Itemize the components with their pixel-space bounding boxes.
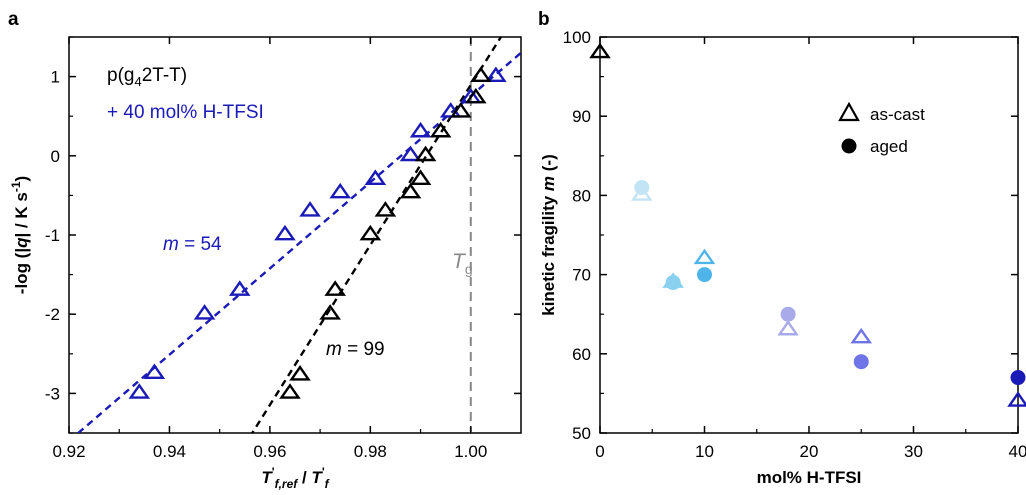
x-tick-label-b: 0 xyxy=(595,442,604,461)
additive-label: + 40 mol% H-TFSI xyxy=(107,102,264,123)
fit-line xyxy=(250,37,501,437)
data-point-aged xyxy=(1011,370,1026,385)
x-tick-label-b: 10 xyxy=(695,442,714,461)
x-tick-label-a: 1.00 xyxy=(454,442,487,461)
data-point-triangle xyxy=(131,385,148,397)
y-tick-label-b: 50 xyxy=(572,424,591,443)
x-tick-label-a: 0.92 xyxy=(52,442,85,461)
x-tick-label-b: 40 xyxy=(1009,442,1026,461)
legend: as-cast aged xyxy=(840,104,925,156)
y-tick-label-a: -2 xyxy=(45,305,60,324)
data-point-as-cast xyxy=(696,251,713,263)
y-axis-ticks-b: 50 60 70 80 90 100 xyxy=(563,28,1018,443)
fragility-label-black: m = 99 xyxy=(326,339,385,360)
data-point-triangle xyxy=(412,124,429,136)
data-point-triangle xyxy=(196,306,213,318)
x-axis-title-a: T'f,ref / T'f xyxy=(261,465,329,490)
x-tick-label-b: 30 xyxy=(904,442,923,461)
panel-a: a 0.92 0.94 0.96 0.98 1.00 -3 -2 -1 0 1 p(g42T-T… xyxy=(8,9,521,490)
data-point-triangle xyxy=(146,366,163,378)
data-point-triangle xyxy=(362,227,379,239)
data-point-aged xyxy=(781,307,796,322)
data-point-aged xyxy=(854,354,869,369)
x-tick-label-a: 0.98 xyxy=(354,442,387,461)
data-point-triangle xyxy=(302,203,319,215)
y-tick-label-a: 1 xyxy=(51,68,60,87)
x-tick-label-b: 20 xyxy=(800,442,819,461)
panel-label-b: b xyxy=(538,9,550,30)
data-point-as-cast xyxy=(853,330,870,342)
y-axis-ticks-a: -3 -2 -1 0 1 xyxy=(45,37,521,433)
x-tick-label-a: 0.94 xyxy=(153,442,186,461)
x-axis-title-b: mol% H-TFSI xyxy=(757,468,862,487)
y-tick-label-b: 80 xyxy=(572,186,591,205)
data-point-as-cast xyxy=(780,322,797,334)
data-point-triangle xyxy=(322,306,339,318)
data-point-triangle xyxy=(292,367,309,379)
x-axis-ticks-a: 0.92 0.94 0.96 0.98 1.00 xyxy=(52,37,487,461)
data-point-triangle xyxy=(332,185,349,197)
y-tick-label-b: 100 xyxy=(563,28,591,47)
y-axis-title-a: -log (|q| / K s-1) xyxy=(9,176,31,294)
data-point-triangle xyxy=(276,227,293,239)
y-axis-title-b: kinetic fragility m (-) xyxy=(539,154,558,316)
x-axis-ticks-b: 0 10 20 30 40 xyxy=(595,37,1026,461)
y-tick-label-a: 0 xyxy=(51,147,60,166)
plot-frame-b xyxy=(600,37,1018,433)
data-point-triangle xyxy=(402,148,419,160)
legend-label-aged: aged xyxy=(870,137,908,156)
y-tick-label-b: 90 xyxy=(572,107,591,126)
data-points-b xyxy=(592,45,1026,406)
data-point-aged xyxy=(697,267,712,282)
data-point-triangle xyxy=(412,172,429,184)
data-point-triangle xyxy=(281,385,298,397)
legend-marker-as-cast xyxy=(840,104,858,120)
legend-marker-aged xyxy=(842,139,857,154)
sample-label: p(g42T-T) xyxy=(107,65,187,89)
fragility-label-blue: m = 54 xyxy=(163,234,222,255)
y-tick-label-a: -1 xyxy=(45,226,60,245)
legend-label-as-cast: as-cast xyxy=(870,105,925,124)
panel-label-a: a xyxy=(8,9,19,30)
tg-label: Tg xyxy=(452,250,473,277)
y-tick-label-b: 60 xyxy=(572,345,591,364)
data-point-triangle xyxy=(472,69,489,81)
y-tick-label-a: -3 xyxy=(45,384,60,403)
data-point-triangle xyxy=(327,282,344,294)
x-tick-label-a: 0.96 xyxy=(253,442,286,461)
panel-b: b 0 10 20 30 40 50 60 70 80 90 100 as-cast aged k… xyxy=(538,9,1026,487)
y-tick-label-b: 70 xyxy=(572,266,591,285)
